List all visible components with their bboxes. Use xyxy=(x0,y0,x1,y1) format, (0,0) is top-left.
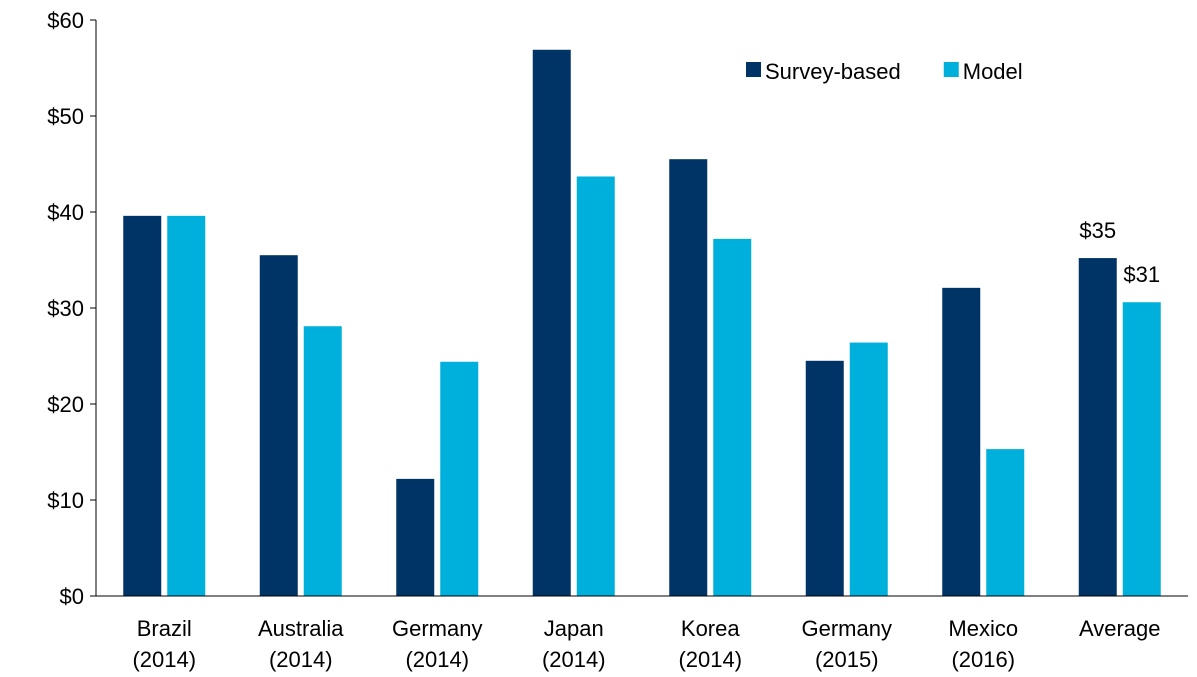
x-tick-label: (2016) xyxy=(951,647,1015,672)
bar-model-2 xyxy=(440,361,479,596)
bar-survey-based-6 xyxy=(942,287,981,596)
x-tick-label: (2014) xyxy=(269,647,333,672)
y-tick-label: $40 xyxy=(47,200,84,225)
data-label: $35 xyxy=(1079,218,1116,243)
x-tick-label: (2014) xyxy=(405,647,469,672)
x-tick-label: Average xyxy=(1079,616,1161,641)
legend-item: Survey-based xyxy=(746,59,901,84)
data-labels: $35 $31 xyxy=(1079,218,1160,287)
bar-model-3 xyxy=(576,176,615,597)
data-label: $31 xyxy=(1123,262,1160,287)
y-tick-label: $0 xyxy=(60,584,84,609)
bar-survey-based-5 xyxy=(805,360,844,596)
bar-model-1 xyxy=(303,326,342,596)
y-tick-label: $50 xyxy=(47,104,84,129)
y-axis: $0 $10 $20 $30 $40 $50 $60 xyxy=(47,8,97,609)
bar-model-5 xyxy=(849,342,888,596)
legend: Survey-based Model xyxy=(746,59,1023,84)
y-tick-label: $20 xyxy=(47,392,84,417)
y-tick-label: $60 xyxy=(47,8,84,33)
x-tick-label: Germany xyxy=(392,616,482,641)
bar-survey-based-1 xyxy=(259,255,298,596)
x-tick-label: (2015) xyxy=(815,647,879,672)
bar-survey-based-2 xyxy=(396,478,435,596)
legend-label: Model xyxy=(963,59,1023,84)
legend-label: Survey-based xyxy=(765,59,901,84)
y-tick-label: $10 xyxy=(47,488,84,513)
bar-survey-based-7 xyxy=(1078,258,1117,596)
bar-model-7 xyxy=(1122,302,1161,596)
x-tick-label: Korea xyxy=(681,616,740,641)
bar-survey-based-4 xyxy=(669,159,708,596)
x-tick-label: (2014) xyxy=(132,647,196,672)
x-axis: Brazil (2014) Australia (2014) Germany (2014)… xyxy=(96,595,1188,672)
bar-model-0 xyxy=(167,215,206,596)
x-tick-label: Brazil xyxy=(137,616,192,641)
bar-model-6 xyxy=(986,449,1025,596)
legend-swatch xyxy=(943,62,959,77)
x-tick-label: (2014) xyxy=(678,647,742,672)
x-tick-label: Germany xyxy=(802,616,892,641)
y-tick-label: $30 xyxy=(47,296,84,321)
bars xyxy=(123,49,1161,597)
x-tick-label: Mexico xyxy=(948,616,1018,641)
x-tick-label: Japan xyxy=(544,616,604,641)
x-tick-label: (2014) xyxy=(542,647,606,672)
legend-item: Model xyxy=(943,59,1023,84)
bar-survey-based-3 xyxy=(532,49,571,596)
legend-swatch xyxy=(746,62,761,77)
bar-survey-based-0 xyxy=(123,215,162,596)
bar-model-4 xyxy=(713,238,752,596)
x-tick-label: Australia xyxy=(258,616,344,641)
